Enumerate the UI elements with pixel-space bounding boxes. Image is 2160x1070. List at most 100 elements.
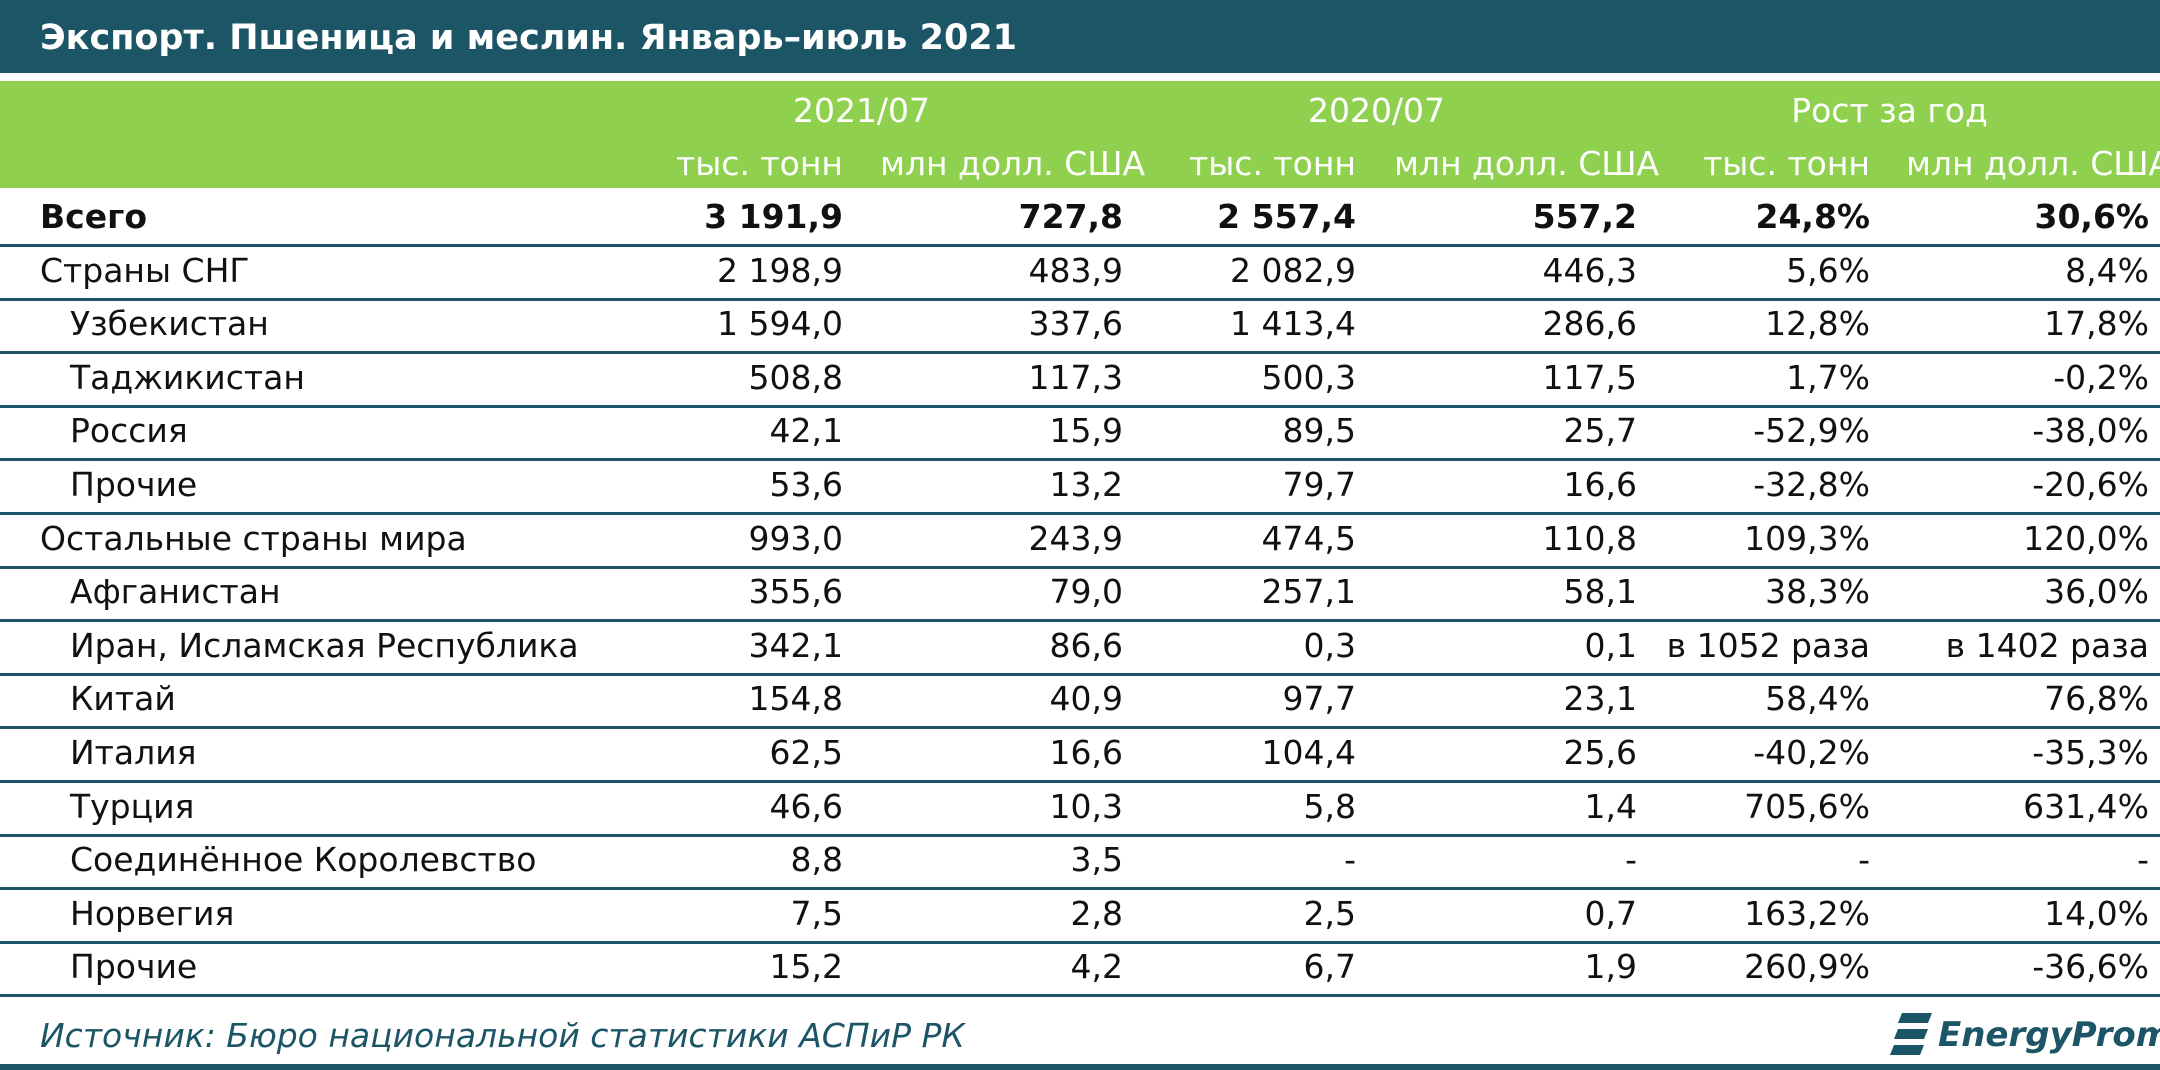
- table-cell: 23,1: [1563, 679, 1637, 718]
- energyprom-logo: EnergyProm: [1890, 1007, 2160, 1063]
- table-cell: 2 082,9: [1230, 251, 1356, 290]
- table-row: Италия 62,5 16,6 104,4 25,6 -40,2% -35,3%: [0, 726, 2160, 783]
- row-label: Китай: [70, 679, 176, 718]
- table-row: Прочие 53,6 13,2 79,7 16,6 -32,8% -20,6%: [0, 458, 2160, 515]
- table-cell: 42,1: [769, 411, 843, 450]
- group-header-2021: 2021/07: [792, 91, 931, 130]
- unit-header: млн долл. США: [1394, 144, 1660, 183]
- table-cell: 154,8: [748, 679, 843, 718]
- row-label: Всего: [40, 197, 148, 236]
- table-cell: 13,2: [1049, 465, 1123, 504]
- table-cell: 446,3: [1542, 251, 1637, 290]
- table-cell: 705,6%: [1744, 787, 1870, 826]
- unit-header: млн долл. США: [1906, 144, 2160, 183]
- row-label: Афганистан: [70, 572, 281, 611]
- table-cell: 36,0%: [2044, 572, 2149, 611]
- table-cell: 25,6: [1563, 733, 1637, 772]
- unit-header: тыс. тонн: [1189, 144, 1356, 183]
- table-cell: 8,4%: [2065, 251, 2149, 290]
- row-label: Прочие: [70, 465, 198, 504]
- table-cell: в 1402 раза: [1945, 626, 2149, 665]
- row-label: Италия: [70, 733, 197, 772]
- column-header: 2021/07 2020/07 Рост за год тыс. тонн мл…: [0, 81, 2160, 188]
- table-cell: 163,2%: [1744, 894, 1870, 933]
- unit-header: тыс. тонн: [1703, 144, 1870, 183]
- table-cell: 38,3%: [1765, 572, 1870, 611]
- table-cell: 257,1: [1261, 572, 1356, 611]
- table-cell: 16,6: [1049, 733, 1123, 772]
- table-cell: 120,0%: [2023, 519, 2149, 558]
- table-cell: 58,4%: [1765, 679, 1870, 718]
- table-cell: 46,6: [769, 787, 843, 826]
- logo-text: EnergyProm: [1938, 1015, 2160, 1055]
- table-row: Китай 154,8 40,9 97,7 23,1 58,4% 76,8%: [0, 672, 2160, 729]
- table-cell: 79,0: [1049, 572, 1123, 611]
- table-cell: -20,6%: [2032, 465, 2149, 504]
- table-cell: 89,5: [1282, 411, 1356, 450]
- table-cell: -32,8%: [1753, 465, 1870, 504]
- row-label: Россия: [70, 411, 188, 450]
- table-cell: 14,0%: [2044, 894, 2149, 933]
- table-cell: 1,7%: [1786, 358, 1870, 397]
- table-row: Турция 46,6 10,3 5,8 1,4 705,6% 631,4%: [0, 780, 2160, 837]
- table-cell: 62,5: [769, 733, 843, 772]
- table-cell: 557,2: [1532, 197, 1637, 236]
- table-cell: -: [1344, 840, 1356, 879]
- table-cell: 16,6: [1563, 465, 1637, 504]
- table-cell: 6,7: [1303, 947, 1356, 986]
- table-cell: 76,8%: [2044, 679, 2149, 718]
- table-cell: 342,1: [748, 626, 843, 665]
- table-row: Россия 42,1 15,9 89,5 25,7 -52,9% -38,0%: [0, 404, 2160, 461]
- table-cell: -40,2%: [1753, 733, 1870, 772]
- table-cell: 2,8: [1070, 894, 1123, 933]
- table-cell: 2 198,9: [717, 251, 843, 290]
- table-cell: 1,9: [1584, 947, 1637, 986]
- row-label: Иран, Исламская Республика: [70, 626, 579, 665]
- table-row: Страны СНГ 2 198,9 483,9 2 082,9 446,3 5,6% 8,…: [0, 244, 2160, 301]
- table-cell: 53,6: [769, 465, 843, 504]
- table-row: Узбекистан 1 594,0 337,6 1 413,4 286,6 12,8% 1…: [0, 297, 2160, 354]
- table-cell: 110,8: [1542, 519, 1637, 558]
- table-cell: 97,7: [1282, 679, 1356, 718]
- table-title: Экспорт. Пшеница и меслин. Январь–июль 2…: [0, 0, 2160, 77]
- source-note: Источник: Бюро национальной статистики А…: [40, 1016, 965, 1055]
- table-cell: -: [1625, 840, 1637, 879]
- table-cell: 500,3: [1261, 358, 1356, 397]
- table-cell: 79,7: [1282, 465, 1356, 504]
- table-cell: -35,3%: [2032, 733, 2149, 772]
- table-cell: 40,9: [1049, 679, 1123, 718]
- row-label: Узбекистан: [70, 304, 269, 343]
- table-cell: 8,8: [790, 840, 843, 879]
- table-row: Всего 3 191,9 727,8 2 557,4 557,2 24,8% 30,6%: [0, 190, 2160, 247]
- table-cell: 2,5: [1303, 894, 1356, 933]
- table-cell: 17,8%: [2044, 304, 2149, 343]
- table-cell: 286,6: [1542, 304, 1637, 343]
- row-label: Остальные страны мира: [40, 519, 467, 558]
- table-cell: 2 557,4: [1217, 197, 1356, 236]
- table-cell: 0,7: [1584, 894, 1637, 933]
- table-cell: 1 413,4: [1230, 304, 1356, 343]
- table-cell: 631,4%: [2023, 787, 2149, 826]
- table-cell: 86,6: [1049, 626, 1123, 665]
- table-row: Иран, Исламская Республика 342,1 86,6 0,3 0,…: [0, 619, 2160, 676]
- unit-header: тыс. тонн: [676, 144, 843, 183]
- table-row: Соединённое Королевство 8,8 3,5 - - - -: [0, 833, 2160, 890]
- row-label: Норвегия: [70, 894, 235, 933]
- table-row: Норвегия 7,5 2,8 2,5 0,7 163,2% 14,0%: [0, 887, 2160, 944]
- table-cell: 3,5: [1070, 840, 1123, 879]
- table-cell: 15,9: [1049, 411, 1123, 450]
- row-label: Соединённое Королевство: [70, 840, 537, 879]
- table-cell: 117,5: [1542, 358, 1637, 397]
- table-cell: 260,9%: [1744, 947, 1870, 986]
- table-cell: 24,8%: [1755, 197, 1871, 236]
- table-cell: в 1052 раза: [1666, 626, 1870, 665]
- table-cell: 727,8: [1018, 197, 1123, 236]
- group-header-2020: 2020/07: [1307, 91, 1446, 130]
- table-cell: 12,8%: [1765, 304, 1870, 343]
- table-footer: Источник: Бюро национальной статистики А…: [0, 1003, 2160, 1070]
- table-cell: 508,8: [748, 358, 843, 397]
- energyprom-logo-icon: [1890, 1013, 1932, 1055]
- table-cell: 104,4: [1261, 733, 1356, 772]
- table-cell: -52,9%: [1753, 411, 1870, 450]
